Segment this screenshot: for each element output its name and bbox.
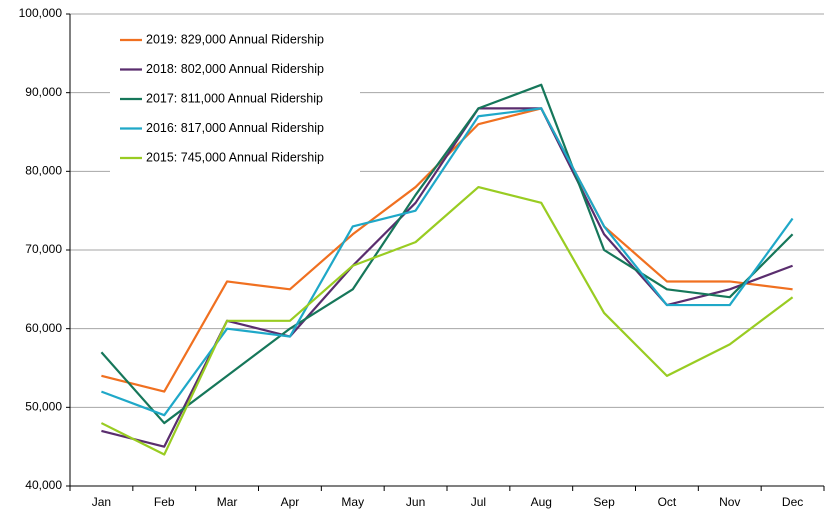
x-tick-label: Jun [406, 495, 425, 509]
x-tick-label: Jan [92, 495, 111, 509]
y-tick-label: 80,000 [25, 164, 62, 178]
y-tick-label: 100,000 [19, 6, 63, 20]
legend-label: 2017: 811,000 Annual Ridership [146, 91, 323, 105]
y-tick-label: 50,000 [25, 400, 62, 414]
series-line [100, 83, 794, 425]
legend-label: 2019: 829,000 Annual Ridership [146, 32, 324, 46]
x-tick-label: Apr [281, 495, 300, 509]
x-tick-label: Feb [154, 495, 175, 509]
x-tick-label: Oct [658, 495, 677, 509]
y-tick-label: 90,000 [25, 85, 62, 99]
x-tick-label: Nov [719, 495, 740, 509]
x-tick-label: May [341, 495, 364, 509]
x-tick-label: Mar [217, 495, 238, 509]
legend-label: 2015: 745,000 Annual Ridership [146, 150, 324, 164]
legend: 2019: 829,000 Annual Ridership 2018: 802,… [110, 26, 360, 174]
x-tick-label: Jul [471, 495, 486, 509]
legend-box [110, 26, 360, 174]
x-tick-label: Dec [782, 495, 803, 509]
y-tick-label: 70,000 [25, 242, 62, 256]
legend-label: 2016: 817,000 Annual Ridership [146, 121, 324, 135]
series-line [100, 185, 794, 456]
y-tick-label: 40,000 [25, 478, 62, 492]
x-tick-label: Sep [593, 495, 615, 509]
legend-label: 2018: 802,000 Annual Ridership [146, 62, 324, 76]
y-tick-label: 60,000 [25, 321, 62, 335]
x-tick-label: Aug [531, 495, 552, 509]
